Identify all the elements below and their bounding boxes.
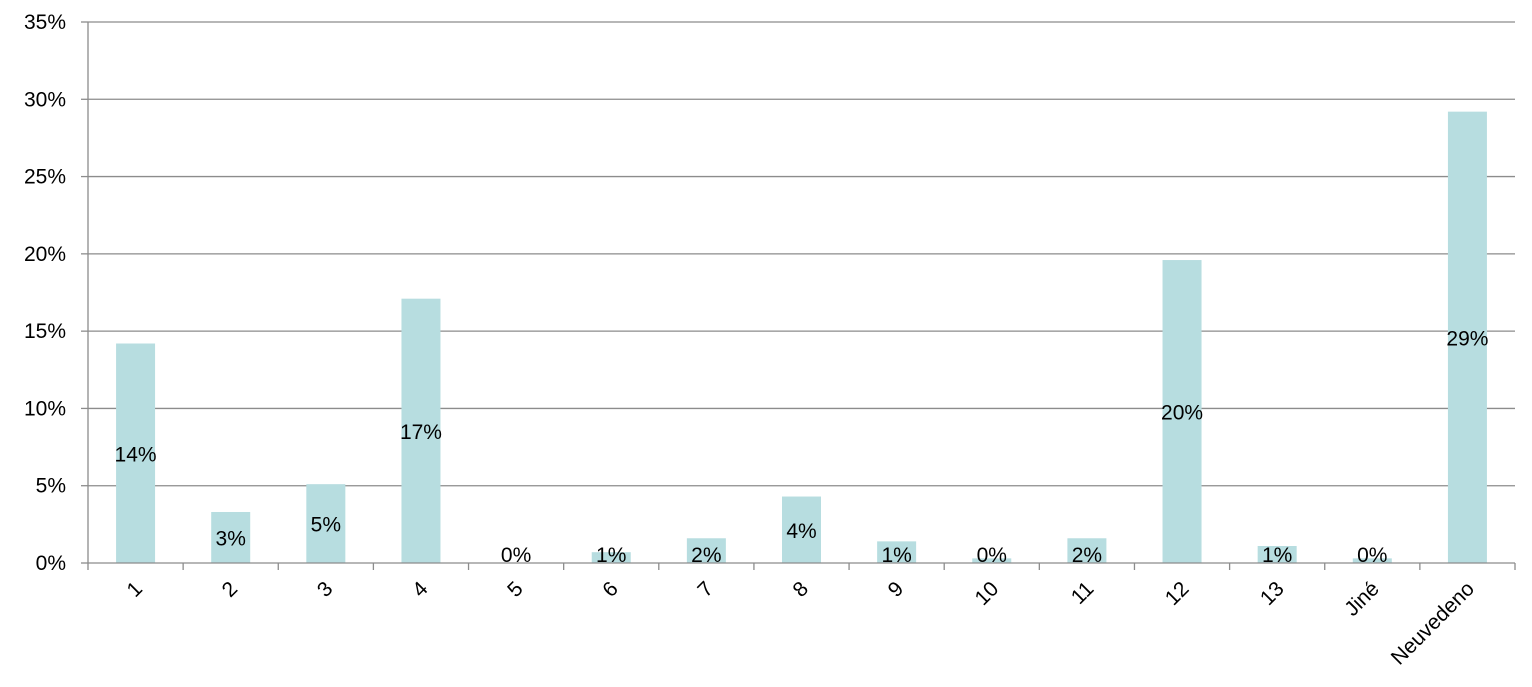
data-label: 29% (1446, 327, 1488, 350)
x-category-label: 3 (313, 577, 338, 602)
y-tick-label: 5% (36, 475, 66, 498)
data-label: 2% (691, 544, 721, 567)
x-category-label: 4 (408, 577, 433, 602)
data-label: 4% (786, 520, 816, 543)
x-category-label: 8 (789, 577, 814, 602)
x-category-label: Jiné (1340, 577, 1384, 621)
y-tick-label: 0% (36, 552, 66, 575)
bar (1352, 558, 1392, 563)
axes (81, 21, 1516, 570)
x-category-label: 12 (1161, 577, 1194, 610)
bars (116, 111, 1487, 563)
y-tick-label: 35% (24, 11, 66, 34)
bar (116, 343, 156, 563)
bar (1162, 260, 1202, 563)
x-category-label: 10 (971, 577, 1004, 610)
bar (1067, 538, 1107, 563)
bar (401, 298, 441, 563)
bar (591, 552, 631, 563)
y-tick-label: 20% (24, 243, 66, 266)
data-label: 0% (501, 544, 531, 567)
bar (1447, 111, 1487, 563)
data-label: 1% (596, 544, 626, 567)
labels: 0%5%10%15%20%25%30%35%14%3%5%17%0% 1% 2%4%… (24, 11, 1488, 669)
bar (972, 558, 1012, 563)
data-label: 20% (1161, 402, 1203, 425)
y-tick-label: 25% (24, 166, 66, 189)
x-category-label: Neuvedeno (1387, 577, 1479, 669)
data-label: 5% (311, 514, 341, 537)
x-category-label: 11 (1067, 577, 1099, 609)
data-label: 0% (977, 544, 1007, 567)
x-category-label: 5 (503, 577, 528, 602)
data-label: 17% (400, 421, 442, 444)
bar (877, 541, 917, 563)
bar (781, 496, 822, 563)
y-tick-label: 30% (24, 88, 66, 111)
x-category-label: 7 (693, 577, 718, 602)
gridlines (88, 21, 1515, 487)
x-category-label: 6 (598, 577, 623, 602)
bar (306, 484, 346, 563)
data-label: 2% (1072, 544, 1102, 567)
y-tick-label: 15% (24, 320, 66, 343)
bar (686, 538, 726, 563)
x-category-label: 2 (218, 577, 243, 602)
x-category-label: 1 (123, 577, 148, 602)
y-tick-label: 10% (24, 397, 66, 420)
data-label: 1% (1262, 544, 1292, 567)
bar (1257, 545, 1297, 563)
data-label: 14% (115, 443, 157, 466)
data-label: 3% (216, 527, 246, 550)
bar (211, 511, 251, 563)
x-category-label: 13 (1256, 577, 1289, 610)
data-label: 0% (1357, 544, 1387, 567)
x-category-label: 9 (884, 577, 909, 602)
data-label: 1% (881, 544, 911, 567)
